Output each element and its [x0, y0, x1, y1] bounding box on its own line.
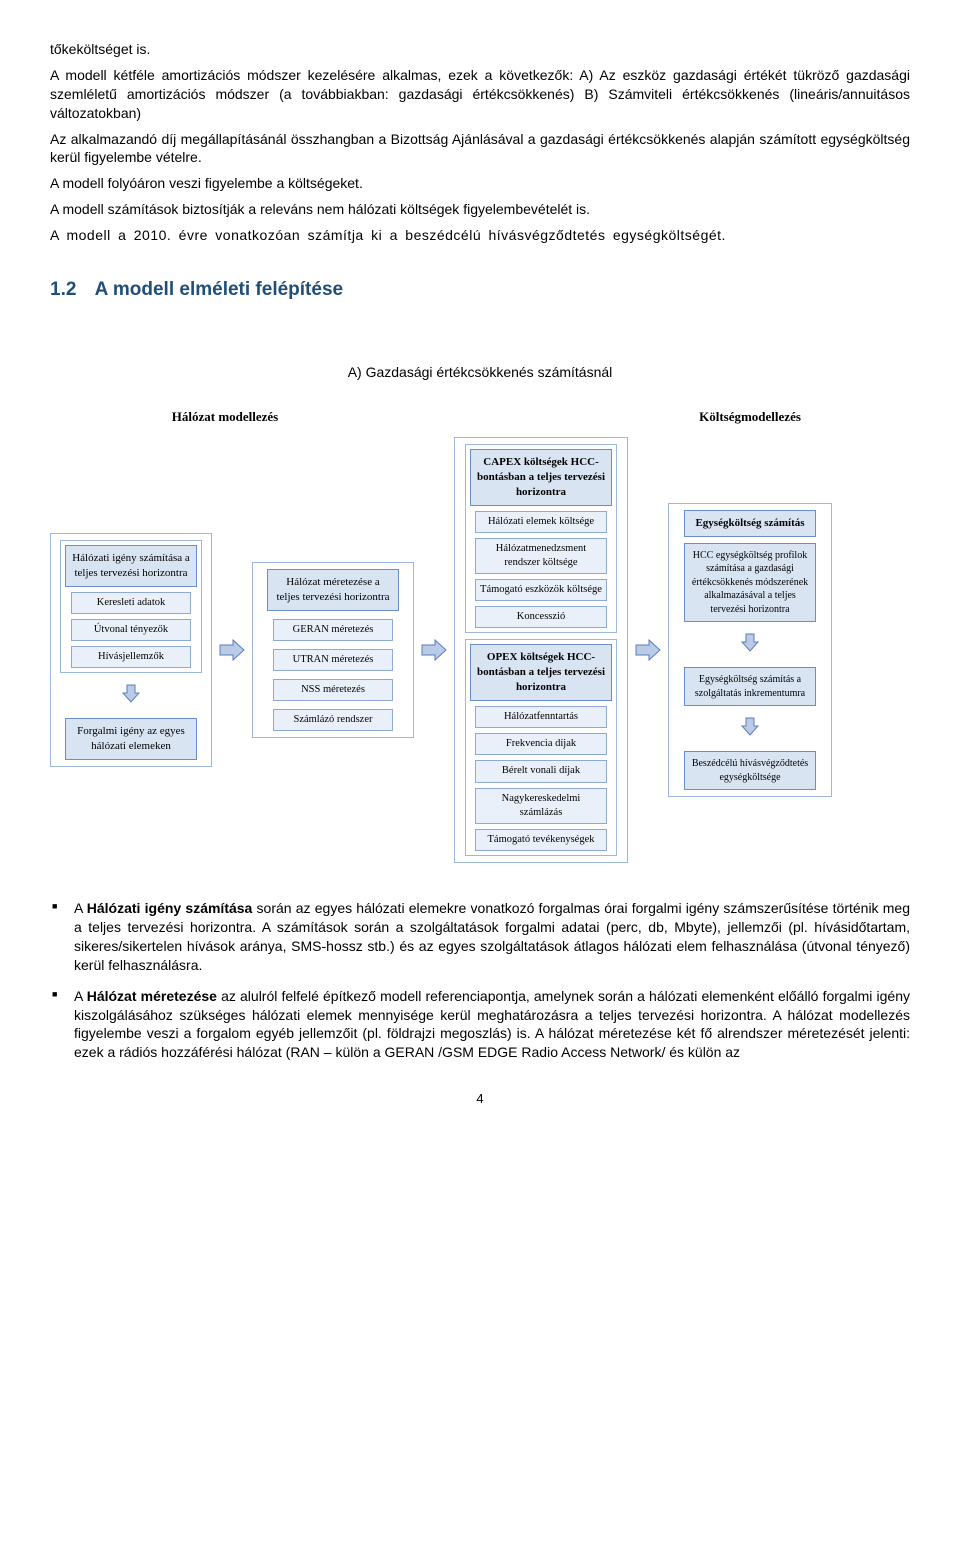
diagram-title: A) Gazdasági értékcsökkenés számításnál — [50, 363, 910, 382]
col2: Hálózat méretezése a teljes tervezési ho… — [252, 562, 414, 738]
col1-bottom: Forgalmi igény az egyes hálózati elemeke… — [65, 718, 197, 760]
col1-item: Hívásjellemzők — [71, 646, 191, 668]
arrow-right-icon — [634, 639, 662, 661]
arrow-right-icon — [218, 639, 246, 661]
capex-block: CAPEX költségek HCC-bontásban a teljes t… — [465, 444, 617, 633]
text: A — [74, 988, 87, 1004]
para: A modell számítások biztosítják a relevá… — [50, 200, 910, 219]
col2-item: NSS méretezés — [273, 679, 393, 701]
section-number: 1.2 — [50, 277, 90, 303]
col2-item: UTRAN méretezés — [273, 649, 393, 671]
para: A modell folyóáron veszi figyelembe a kö… — [50, 174, 910, 193]
page-number: 4 — [50, 1090, 910, 1108]
capex-item: Támogató eszközök költsége — [475, 579, 607, 601]
capex-item: Hálózati elemek költsége — [475, 511, 607, 533]
col4-item: HCC egységköltség profilok számítása a g… — [684, 543, 816, 623]
text: A — [74, 900, 87, 916]
bold-text: Hálózat méretezése — [87, 988, 217, 1004]
opex-block: OPEX költségek HCC-bontásban a teljes te… — [465, 639, 617, 856]
arrow-down-icon — [121, 683, 141, 708]
section-title: A modell elméleti felépítése — [95, 279, 344, 300]
col2-item: GERAN méretezés — [273, 619, 393, 641]
col4-item: Beszédcélú hívásvégződtetés egységköltsé… — [684, 751, 816, 790]
opex-item: Támogató tevékenységek — [475, 829, 607, 851]
header-right: Költségmodellezés — [590, 404, 910, 430]
col2-title: Hálózat méretezése a teljes tervezési ho… — [267, 569, 399, 611]
col1-item: Útvonal tényezők — [71, 619, 191, 641]
opex-item: Bérelt vonali díjak — [475, 760, 607, 782]
header-left: Hálózat modellezés — [50, 404, 400, 430]
capex-title: CAPEX költségek HCC-bontásban a teljes t… — [470, 449, 612, 506]
col3: CAPEX költségek HCC-bontásban a teljes t… — [454, 437, 628, 863]
arrow-right-icon — [420, 639, 448, 661]
section-heading: 1.2 A modell elméleti felépítése — [50, 277, 910, 303]
col1: Hálózati igény számítása a teljes tervez… — [50, 533, 212, 767]
para: A modell a 2010. évre vonatkozóan számít… — [50, 226, 910, 245]
col2-item: Számlázó rendszer — [273, 709, 393, 731]
opex-item: Frekvencia díjak — [475, 733, 607, 755]
bold-text: Hálózati igény számítása — [87, 900, 253, 916]
bullet-list: A Hálózati igény számítása során az egye… — [50, 899, 910, 1062]
opex-title: OPEX költségek HCC-bontásban a teljes te… — [470, 644, 612, 701]
opex-item: Hálózatfenntartás — [475, 706, 607, 728]
col4-item: Egységköltség számítás a szolgáltatás in… — [684, 667, 816, 706]
para: A modell kétféle amortizációs módszer ke… — [50, 66, 910, 123]
col1-item: Keresleti adatok — [71, 592, 191, 614]
bullet-item: A Hálózati igény számítása során az egye… — [50, 899, 910, 975]
bullet-item: A Hálózat méretezése az alulról felfelé … — [50, 987, 910, 1063]
para: Az alkalmazandó díj megállapításánál öss… — [50, 130, 910, 168]
col1-top: Hálózati igény számítása a teljes tervez… — [60, 540, 202, 673]
para: tőkeköltséget is. — [50, 40, 910, 59]
opex-item: Nagykereskedelmi számlázás — [475, 788, 607, 824]
flow-diagram: Hálózat modellezés Költségmodellezés Hál… — [50, 404, 910, 864]
col4: Egységköltség számítás HCC egységköltség… — [668, 503, 832, 797]
arrow-down-icon — [740, 632, 760, 657]
col4-title: Egységköltség számítás — [684, 510, 816, 537]
arrow-down-icon — [740, 716, 760, 741]
capex-item: Koncesszió — [475, 606, 607, 628]
col1-title: Hálózati igény számítása a teljes tervez… — [65, 545, 197, 587]
capex-item: Hálózatmenedzsment rendszer költsége — [475, 538, 607, 574]
